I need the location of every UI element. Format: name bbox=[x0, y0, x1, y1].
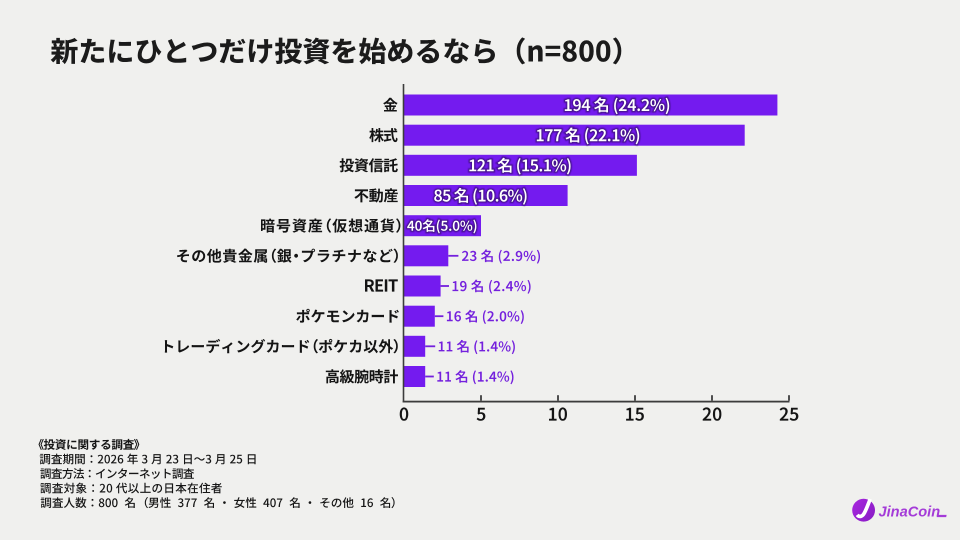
svg-text:JinaCoin: JinaCoin bbox=[879, 504, 941, 520]
